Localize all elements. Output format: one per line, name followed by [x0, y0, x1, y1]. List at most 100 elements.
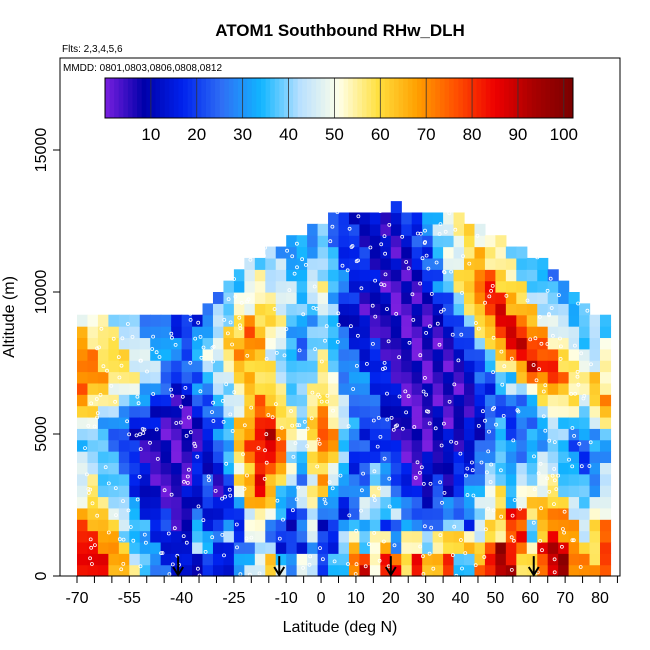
heatmap-cell	[317, 405, 329, 418]
heatmap-cell	[348, 541, 361, 554]
heatmap-cell	[505, 303, 517, 316]
sample-point	[366, 542, 371, 546]
sample-point	[531, 363, 536, 367]
sample-point	[86, 423, 91, 428]
heatmap-cell	[328, 348, 340, 361]
heatmap-cell	[212, 371, 225, 384]
heatmap-cell	[87, 314, 99, 327]
heatmap-cell	[411, 337, 423, 350]
heatmap-cell	[589, 530, 601, 543]
heatmap-cell	[223, 428, 235, 441]
colorbar-segment	[320, 78, 326, 118]
heatmap-cell	[97, 348, 109, 361]
heatmap-cell	[432, 269, 444, 282]
colorbar-segment	[242, 78, 248, 118]
heatmap-cell	[160, 496, 172, 509]
heatmap-cell	[296, 326, 308, 339]
sample-point	[578, 565, 583, 569]
heatmap-cell	[484, 348, 496, 361]
sample-point	[460, 290, 464, 295]
sample-point	[403, 201, 408, 206]
heatmap-cell	[558, 326, 570, 339]
heatmap-cell	[171, 314, 183, 327]
heatmap-cell	[484, 280, 496, 293]
heatmap-cell	[411, 348, 423, 361]
heatmap-cell	[338, 246, 350, 259]
heatmap-cell	[558, 394, 570, 407]
heatmap-cell	[526, 292, 538, 304]
sample-point	[486, 224, 491, 229]
heatmap-cell	[338, 212, 350, 225]
heatmap-cell	[422, 541, 434, 554]
heatmap-cell	[129, 337, 141, 350]
heatmap-cell	[401, 212, 413, 225]
heatmap-cell	[579, 405, 591, 418]
heatmap-cell	[108, 314, 120, 327]
heatmap-cell	[348, 553, 361, 566]
heatmap-cell	[505, 292, 517, 304]
sample-point	[387, 504, 392, 509]
heatmap-cell	[516, 519, 528, 532]
sample-point	[406, 394, 411, 399]
colorbar-segment	[467, 78, 473, 118]
heatmap-cell	[254, 519, 266, 532]
heatmap-cell	[505, 337, 517, 350]
heatmap-cell	[380, 462, 392, 475]
heatmap-cell	[317, 280, 329, 293]
heatmap-cell	[118, 405, 130, 418]
heatmap-cell	[369, 360, 381, 373]
heatmap-cell	[118, 348, 130, 361]
heatmap-cell	[129, 485, 141, 498]
sample-point	[93, 543, 97, 547]
heatmap-cell	[505, 280, 517, 293]
sample-point	[340, 263, 345, 268]
colorbar-segment	[251, 78, 257, 118]
sample-point	[483, 527, 488, 532]
sample-point	[467, 261, 472, 266]
heatmap-cell	[192, 530, 204, 543]
heatmap-cell	[160, 382, 172, 395]
sample-point	[222, 553, 226, 558]
heatmap-cell	[223, 439, 235, 452]
heatmap-cell	[453, 564, 465, 577]
heatmap-cell	[202, 348, 214, 361]
heatmap-cell	[348, 348, 361, 361]
heatmap-cell	[108, 507, 120, 520]
heatmap-cell	[579, 360, 591, 373]
heatmap-cell	[192, 507, 204, 520]
sample-point	[381, 539, 386, 544]
sample-point	[136, 401, 141, 406]
heatmap-cell	[464, 394, 476, 407]
heatmap-cell	[171, 530, 183, 543]
heatmap-cell	[97, 416, 109, 429]
heatmap-cell	[537, 360, 549, 373]
heatmap-cell	[505, 314, 517, 327]
colorbar-segment	[554, 78, 560, 118]
heatmap-cell	[579, 371, 591, 384]
heatmap-cell	[401, 303, 413, 316]
sample-point	[404, 410, 409, 415]
heatmap-cell	[108, 348, 120, 361]
heatmap-cell	[453, 246, 465, 259]
heatmap-cell	[171, 462, 183, 475]
heatmap-cell	[254, 496, 266, 509]
sample-point	[295, 265, 299, 270]
colorbar-segment	[114, 78, 120, 118]
sample-point	[459, 332, 464, 337]
heatmap-cell	[547, 462, 559, 475]
heatmap-cell	[359, 337, 371, 350]
sample-point	[559, 344, 563, 349]
sample-point	[262, 476, 267, 481]
heatmap-cell	[359, 428, 371, 441]
heatmap-cell	[380, 371, 392, 384]
sample-point	[330, 224, 335, 229]
sample-point	[346, 562, 350, 566]
heatmap-cell	[432, 371, 444, 384]
sample-point	[347, 226, 352, 231]
sample-point	[238, 323, 242, 328]
sample-point	[350, 244, 355, 248]
heatmap-cell	[97, 462, 109, 475]
heatmap-cell	[244, 564, 256, 577]
heatmap-cell	[453, 326, 465, 339]
heatmap-cell	[579, 564, 591, 577]
